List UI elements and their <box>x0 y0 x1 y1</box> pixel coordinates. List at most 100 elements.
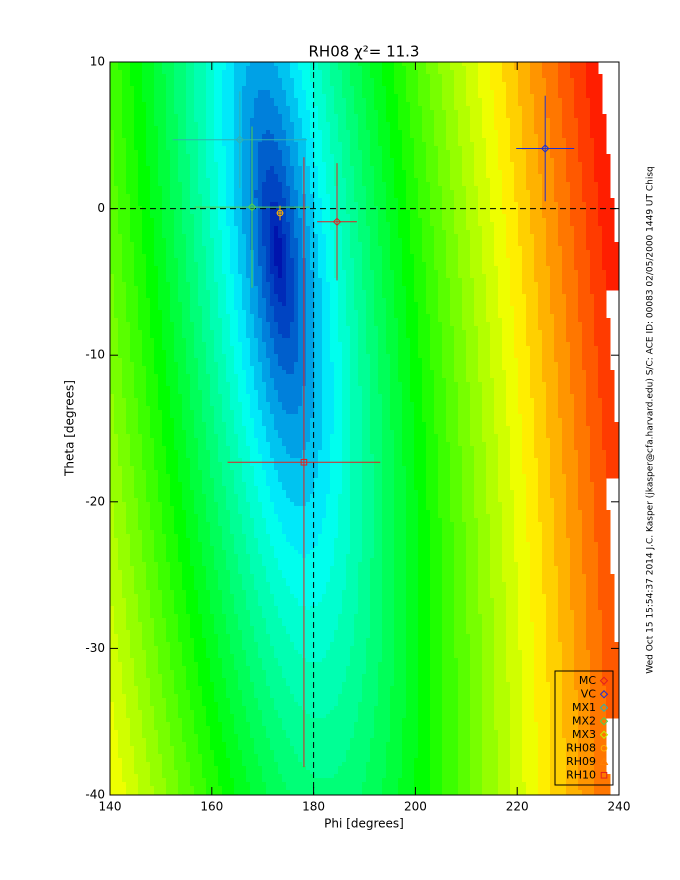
contour-band <box>146 122 155 127</box>
contour-band <box>314 214 323 219</box>
contour-band <box>366 310 375 315</box>
contour-band <box>470 230 483 235</box>
contour-band <box>238 382 247 387</box>
contour-band <box>450 466 463 471</box>
contour-band <box>258 242 263 247</box>
contour-band <box>250 182 259 187</box>
contour-band <box>238 334 247 339</box>
contour-band <box>350 374 359 379</box>
contour-band <box>206 66 215 71</box>
contour-band <box>262 226 271 231</box>
contour-band <box>150 306 159 311</box>
contour-band <box>586 210 599 215</box>
contour-band <box>406 90 419 95</box>
contour-band <box>358 366 371 371</box>
contour-band <box>374 466 383 471</box>
contour-band <box>362 438 371 443</box>
contour-band <box>522 274 535 279</box>
contour-band <box>274 422 311 427</box>
contour-band <box>414 282 427 287</box>
contour-band <box>410 378 423 383</box>
contour-band <box>462 158 475 163</box>
contour-band <box>266 342 275 347</box>
contour-band <box>318 114 327 119</box>
contour-band <box>334 254 343 259</box>
contour-band <box>338 310 347 315</box>
contour-band <box>374 86 387 91</box>
contour-band <box>458 406 471 411</box>
contour-band <box>602 250 619 255</box>
contour-band <box>446 414 459 419</box>
contour-band <box>454 198 467 203</box>
contour-band <box>146 290 159 295</box>
contour-band <box>590 130 607 135</box>
contour-band <box>246 258 255 263</box>
contour-band <box>490 350 503 355</box>
contour-band <box>298 146 307 151</box>
contour-band <box>426 454 439 459</box>
contour-band <box>134 478 147 483</box>
contour-band <box>426 142 435 147</box>
contour-band <box>578 282 591 287</box>
contour-band <box>394 90 407 95</box>
contour-band <box>242 458 251 463</box>
contour-band <box>250 186 259 191</box>
contour-band <box>318 262 327 267</box>
contour-band <box>422 258 435 263</box>
contour-band <box>342 166 355 171</box>
contour-band <box>590 466 607 471</box>
contour-band <box>206 126 215 131</box>
contour-band <box>282 158 291 163</box>
contour-band <box>254 482 267 487</box>
contour-band <box>326 118 339 123</box>
contour-band <box>382 174 395 179</box>
contour-band <box>282 182 287 187</box>
contour-band <box>362 170 375 175</box>
contour-band <box>434 378 447 383</box>
contour-band <box>410 114 423 119</box>
contour-band <box>450 318 463 323</box>
contour-band <box>234 146 243 151</box>
contour-band <box>554 318 567 323</box>
contour-band <box>142 230 155 235</box>
contour-band <box>174 90 187 95</box>
contour-band <box>310 238 319 243</box>
contour-band <box>158 182 171 187</box>
contour-band <box>414 438 427 443</box>
contour-band <box>574 98 591 103</box>
contour-band <box>330 438 343 443</box>
contour-band <box>510 286 523 291</box>
contour-band <box>334 250 343 255</box>
contour-band <box>378 130 391 135</box>
contour-band <box>458 266 471 271</box>
contour-band <box>334 234 343 239</box>
contour-band <box>578 486 595 491</box>
contour-band <box>446 410 459 415</box>
contour-band <box>186 70 195 75</box>
contour-band <box>590 114 607 119</box>
contour-band <box>262 210 271 215</box>
contour-band <box>242 230 251 235</box>
contour-band <box>222 94 235 99</box>
contour-band <box>454 330 467 335</box>
contour-band <box>238 322 247 327</box>
contour-band <box>426 478 439 483</box>
contour-band <box>166 82 175 87</box>
contour-band <box>294 214 299 219</box>
contour-band <box>182 182 191 187</box>
contour-band <box>538 142 551 147</box>
contour-band <box>174 238 187 243</box>
contour-band <box>370 406 383 411</box>
contour-band <box>222 234 231 239</box>
contour-band <box>262 218 271 223</box>
contour-band <box>334 410 343 415</box>
contour-band <box>350 430 363 435</box>
contour-band <box>314 330 323 335</box>
contour-band <box>162 230 175 235</box>
contour-band <box>354 186 367 191</box>
contour-band <box>566 314 579 319</box>
contour-band <box>374 302 387 307</box>
contour-band <box>394 474 407 479</box>
contour-band <box>146 262 155 267</box>
contour-band <box>154 246 167 251</box>
